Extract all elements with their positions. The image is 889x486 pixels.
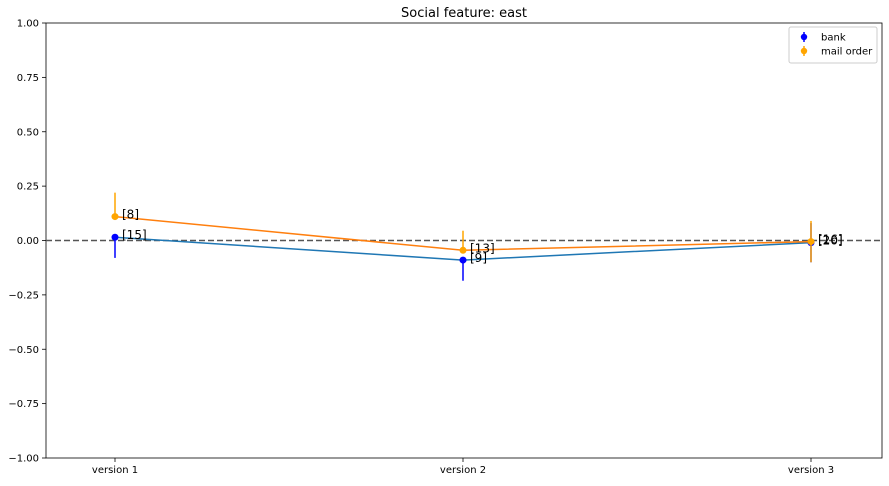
y-tick-label: 1.00 bbox=[17, 19, 39, 30]
data-point bbox=[459, 256, 467, 264]
legend-frame bbox=[788, 26, 878, 64]
data-point bbox=[111, 233, 119, 241]
legend-item: bank bbox=[800, 32, 846, 44]
legend-marker bbox=[800, 33, 808, 41]
series-bank: [15] [9] [20] bbox=[111, 223, 843, 281]
legend-label: bank bbox=[821, 33, 846, 44]
y-tick-label: 0.75 bbox=[17, 73, 39, 84]
y-tick-label: 0.00 bbox=[17, 236, 39, 247]
data-label: [9] bbox=[470, 251, 487, 265]
legend: bank mail order bbox=[788, 26, 878, 64]
series-layer: [15] [9] [20] [8] [13] [16] bbox=[111, 192, 843, 281]
x-tick-label: version 2 bbox=[440, 465, 486, 476]
y-tick-label: −0.50 bbox=[8, 345, 39, 356]
x-tick-label: version 1 bbox=[92, 465, 138, 476]
data-point bbox=[111, 213, 119, 221]
y-tick-label: 0.25 bbox=[17, 182, 39, 193]
data-point bbox=[459, 246, 467, 254]
data-label: [15] bbox=[122, 228, 147, 242]
data-point bbox=[807, 238, 815, 246]
y-tick-label: −1.00 bbox=[8, 454, 39, 465]
series-mail-order: [8] [13] [16] bbox=[111, 192, 843, 263]
chart-title: Social feature: east bbox=[401, 6, 527, 21]
data-label: [16] bbox=[818, 233, 843, 247]
y-tick-label: 0.50 bbox=[17, 127, 39, 138]
legend-item: mail order bbox=[800, 46, 873, 58]
legend-marker bbox=[800, 47, 808, 55]
data-label: [8] bbox=[122, 208, 139, 222]
legend-label: mail order bbox=[821, 47, 873, 58]
x-tick-label: version 3 bbox=[788, 465, 834, 476]
y-tick-label: −0.75 bbox=[8, 399, 39, 410]
y-tick-label: −0.25 bbox=[8, 290, 39, 301]
data-label: [13] bbox=[470, 241, 495, 255]
data-label: [20] bbox=[818, 234, 843, 248]
x-axis: version 1 version 2 version 3 bbox=[92, 458, 834, 476]
y-axis: 1.00 0.75 0.50 0.25 0.00 −0.25 −0.50 −0.75 −1.00 bbox=[8, 19, 46, 465]
